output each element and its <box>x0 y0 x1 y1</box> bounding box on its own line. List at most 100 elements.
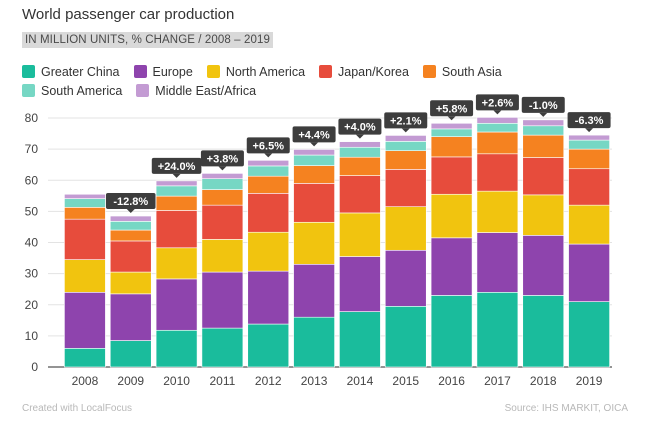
bar-segment <box>201 271 244 329</box>
bar-segment <box>430 295 473 368</box>
bar-segment <box>476 131 519 155</box>
y-tick-label: 70 <box>25 142 39 156</box>
bar-segment <box>384 249 427 307</box>
bar-segment <box>155 180 198 187</box>
legend-swatch <box>133 65 147 78</box>
bar-segment <box>247 270 290 325</box>
change-badge <box>105 193 156 210</box>
change-badge <box>475 94 519 111</box>
y-tick-label: 80 <box>25 111 39 125</box>
legend-swatch <box>22 65 35 78</box>
bar-segment <box>522 134 565 158</box>
bar-segment <box>247 323 290 368</box>
bar-segment <box>522 157 565 196</box>
legend-item[interactable]: South Asia <box>422 62 502 81</box>
x-tick-label: 2018 <box>530 374 557 388</box>
legend-item[interactable]: Japan/Korea <box>319 62 409 81</box>
x-tick-label: 2017 <box>484 374 511 388</box>
legend-swatch <box>422 65 436 78</box>
bar-segment <box>430 128 473 137</box>
bar-segment <box>476 232 519 293</box>
change-badge <box>200 150 244 167</box>
x-tick-label: 2011 <box>210 374 236 388</box>
legend-item[interactable]: Europe <box>133 62 193 81</box>
bar-segment <box>64 198 106 208</box>
bar-segment <box>109 221 152 231</box>
bar-segment <box>430 237 473 296</box>
legend-item[interactable]: Middle East/Africa <box>136 81 256 100</box>
change-label: -6.3% <box>575 115 604 127</box>
change-badge <box>567 112 611 129</box>
legend-label: Greater China <box>41 64 120 79</box>
x-tick-label: 2019 <box>576 374 603 388</box>
bar-segment <box>64 259 106 293</box>
y-tick-label: 60 <box>25 173 39 187</box>
bar-segment <box>109 271 152 295</box>
x-tick-label: 2010 <box>163 374 190 388</box>
bar-segment <box>384 206 427 251</box>
bar-segment <box>293 221 335 265</box>
legend-label: Japan/Korea <box>338 64 409 79</box>
legend-label: South America <box>41 83 123 98</box>
bar-segment <box>201 178 244 190</box>
badge-pointer <box>585 128 594 133</box>
bar-segment <box>568 204 610 245</box>
bar-segment <box>201 327 244 368</box>
change-badge <box>430 100 474 117</box>
change-badge <box>292 126 336 143</box>
y-tick-label: 10 <box>25 329 39 343</box>
badge-pointer <box>539 112 548 117</box>
bar-segment <box>155 210 198 249</box>
bar-segment <box>522 119 565 127</box>
bar-segment <box>109 240 152 273</box>
bar-segment <box>568 134 610 141</box>
bar-segment <box>568 148 610 170</box>
bar-segment <box>384 306 427 368</box>
bar-segment <box>293 316 335 368</box>
change-badge <box>246 137 290 154</box>
bar-segment <box>476 122 519 133</box>
bar-segment <box>201 189 244 206</box>
badge-pointer <box>493 110 502 115</box>
bar-segment <box>339 212 381 257</box>
bar-segment <box>430 136 473 158</box>
x-tick-label: 2013 <box>301 374 328 388</box>
legend-label: South Asia <box>441 64 502 79</box>
badge-pointer <box>447 116 456 121</box>
badge-pointer <box>172 173 181 178</box>
change-label: -12.8% <box>113 196 148 208</box>
y-tick-label: 50 <box>25 204 39 218</box>
bar-segment <box>522 194 565 236</box>
bar-segment <box>64 291 106 349</box>
legend-item[interactable]: North America <box>206 62 305 81</box>
bar-segment <box>64 193 106 199</box>
bar-segment <box>247 160 290 167</box>
bar-segment <box>155 329 198 368</box>
bar-segment <box>476 291 519 368</box>
x-tick-label: 2012 <box>255 374 282 388</box>
bar-segment <box>109 229 152 242</box>
y-tick-label: 0 <box>31 360 38 374</box>
bar-segment <box>430 193 473 239</box>
change-label: +5.8% <box>436 103 468 115</box>
bar-segment <box>339 146 381 158</box>
legend-swatch <box>206 65 220 78</box>
bar-segment <box>155 195 198 211</box>
change-label: +4.0% <box>344 122 376 134</box>
legend-swatch <box>319 65 333 78</box>
badge-pointer <box>264 153 273 158</box>
bar-segment <box>293 165 335 184</box>
change-label: +3.8% <box>207 153 239 165</box>
bar-segment <box>568 168 610 206</box>
bar-segment <box>568 243 610 302</box>
bar-segment <box>568 139 610 150</box>
bar-segment <box>201 239 244 273</box>
chart-title: World passenger car production <box>22 6 235 23</box>
legend-item[interactable]: Greater China <box>22 62 120 81</box>
bar-segment <box>384 141 427 151</box>
change-label: +24.0% <box>158 161 196 173</box>
y-tick-label: 40 <box>25 236 39 250</box>
bar-segment <box>522 295 565 368</box>
legend-item[interactable]: South America <box>22 81 122 100</box>
